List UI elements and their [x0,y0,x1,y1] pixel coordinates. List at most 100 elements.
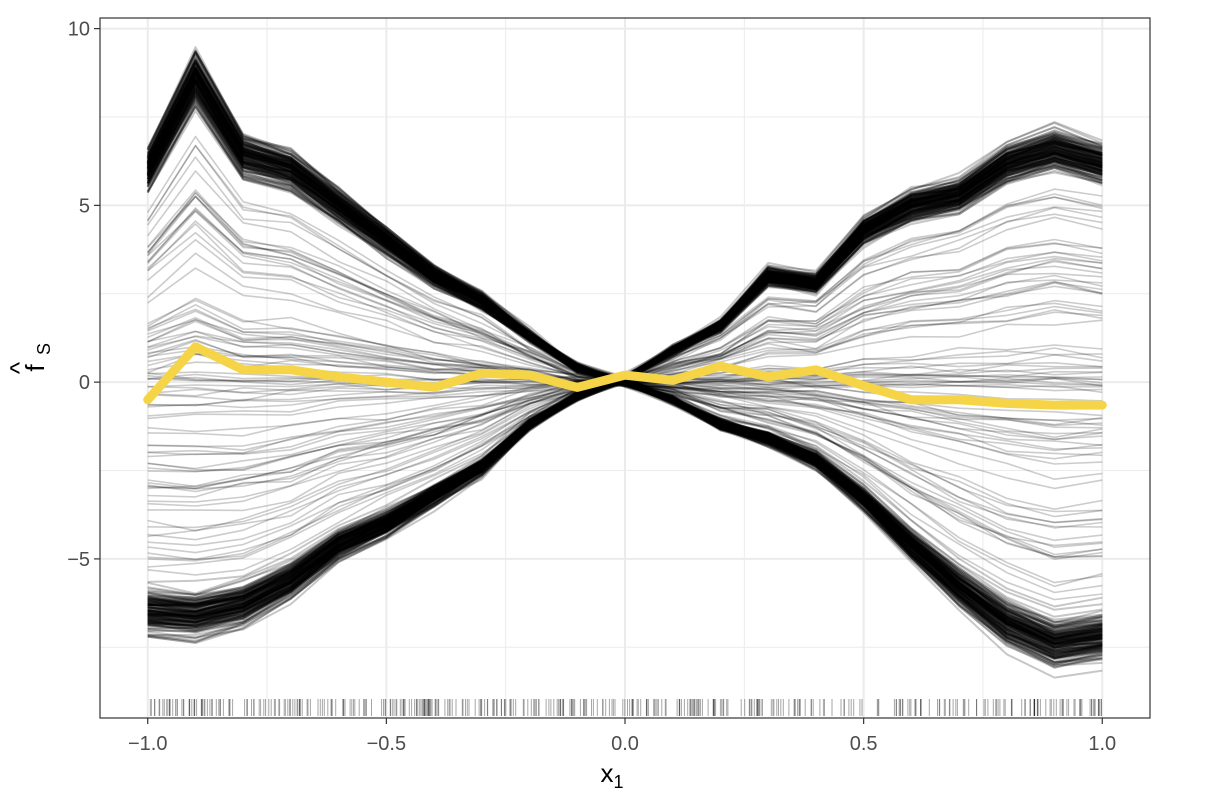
ice-curve [146,80,1103,645]
ice-curve [146,70,1103,644]
ice-curve [146,72,1103,645]
ice-curve [147,330,1103,429]
ice-curve [146,69,1103,650]
ice-curve [146,65,1103,660]
ice-curve [146,69,1103,628]
ice-curve [147,154,1103,624]
ice-curve [146,89,1103,659]
ice-curve [147,134,1103,623]
ice-curve [146,75,1103,641]
ice-curve [147,279,1103,490]
ice-curve [147,223,1103,511]
ice-curve [146,66,1103,666]
ice-curve [147,285,1103,472]
ice-curve [146,66,1103,643]
ice-curve [147,231,1103,490]
ice-curve [147,207,1103,559]
x-tick-label: 1.0 [1088,733,1116,755]
ice-curve [146,96,1103,629]
ice-curve [147,143,1103,606]
ice-curve [146,50,1103,655]
ice-curve [146,64,1103,661]
ice-curve [146,65,1103,664]
ice-curve [147,316,1103,441]
ice-curve [146,62,1103,638]
ice-curve [147,165,1103,605]
ice-curve [146,106,1103,627]
ice-curve [147,140,1103,624]
ice-curve [147,210,1103,528]
ice-curve [146,50,1103,679]
average-pdp-line [143,342,1107,410]
ice-curve [146,76,1103,657]
ice-curve [146,97,1103,634]
ice-curve [146,87,1103,645]
ice-curve [147,164,1103,608]
ice-curve [146,70,1103,648]
ice-curve [147,157,1103,605]
ice-curve [147,319,1103,437]
ice-curve [147,161,1103,613]
ice-curve [146,73,1103,644]
x-axis-title: x1 [600,758,623,788]
ice-curve [146,86,1103,641]
ice-curve [147,260,1103,503]
grid-major [100,18,1150,718]
ice-curve [146,71,1103,667]
ice-curve [147,152,1103,615]
ice-curve [146,110,1103,626]
ice-curve [146,72,1103,659]
ice-curve [146,81,1103,642]
x-tick-label: 0.5 [850,733,878,755]
ice-curve [147,160,1103,614]
ice-curve [146,62,1103,638]
ice-curve [146,101,1103,628]
ice-curve [147,169,1103,606]
ice-curve [146,78,1103,639]
ice-curve [146,87,1103,638]
ice-curve [146,69,1103,653]
ice-curve [146,84,1103,652]
ice-curve [146,79,1103,658]
ice-curve [147,142,1103,632]
ice-curve [147,149,1103,608]
ice-curve [146,66,1103,642]
ice-curve [147,303,1103,450]
ice-curve [147,255,1103,493]
ice-curve [146,82,1103,641]
ice-curve [146,102,1103,638]
ice-curve [147,140,1103,637]
ice-curve [147,143,1103,618]
ice-curve [146,90,1103,639]
ice-curve [146,72,1103,640]
ice-curve [146,89,1103,638]
ice-curve [147,375,1103,394]
ice-curve [147,141,1103,606]
ice-curve [146,68,1103,648]
ice-curve [147,252,1103,518]
ice-curve [147,145,1103,607]
ice-curves [146,46,1103,679]
ice-curve [146,59,1103,658]
ice-curve [146,67,1103,649]
ice-curve [147,139,1103,627]
ice-curve [147,371,1103,388]
ice-curve [147,135,1103,628]
ice-curve [146,72,1103,654]
ice-curve [147,238,1103,512]
ice-curve [146,61,1103,657]
ice-curve [147,353,1103,417]
ice-curve [147,330,1103,427]
ice-curve [147,319,1103,439]
y-axis-title-subscript: S [34,343,54,355]
ice-curve [147,374,1103,397]
ice-curve [147,347,1103,433]
ice-curve [146,60,1103,646]
ice-curve [146,87,1103,641]
ice-curve [146,75,1103,639]
ice-curve [146,80,1103,652]
ice-curve [147,196,1103,576]
ice-curve [146,92,1103,640]
ice-curve [146,86,1103,648]
